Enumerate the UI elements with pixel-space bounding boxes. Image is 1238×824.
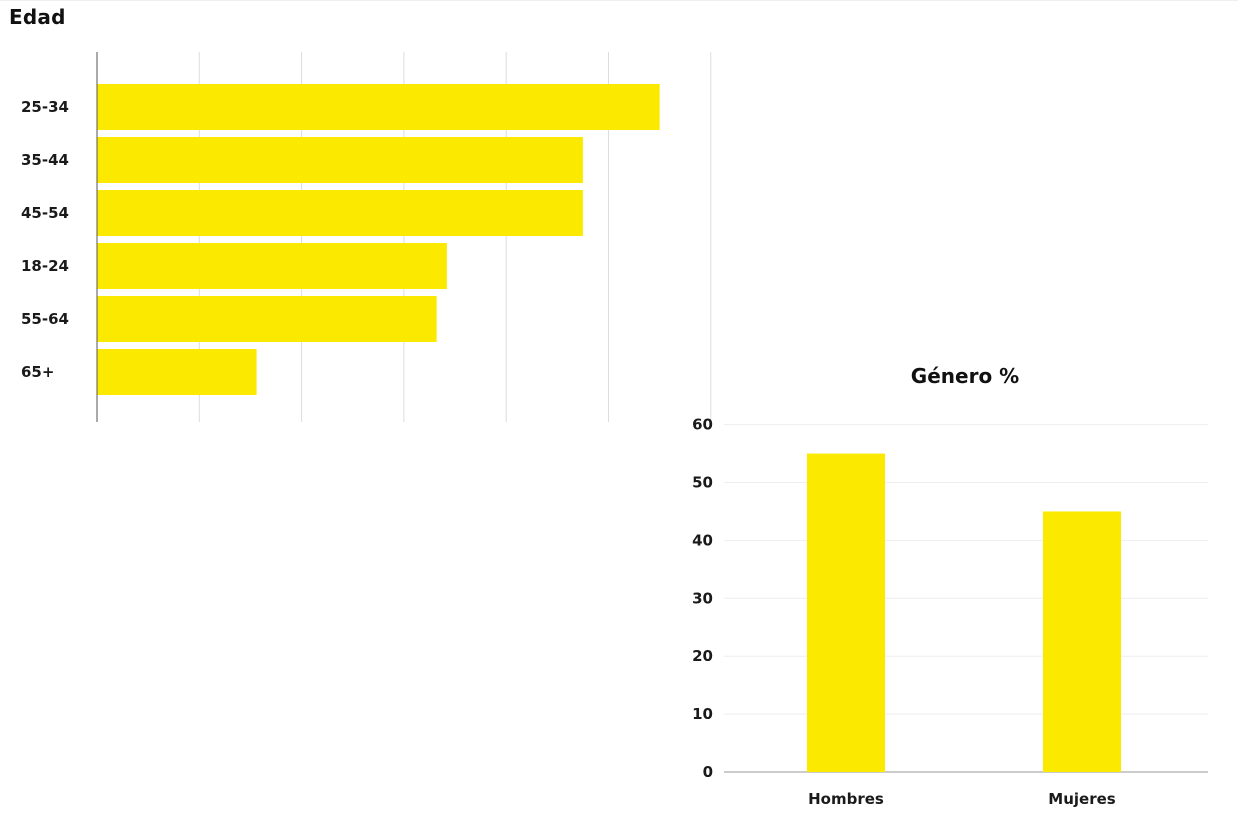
top-divider — [0, 0, 1238, 1]
gender-bar — [807, 453, 885, 772]
age-category-label: 35-44 — [21, 151, 69, 169]
age-bar — [97, 190, 583, 236]
gender-y-tick-label: 60 — [692, 416, 713, 434]
gender-y-tick-label: 40 — [692, 531, 713, 549]
gender-bar — [1043, 511, 1121, 772]
gender-y-tick-label: 20 — [692, 647, 713, 665]
gender-category-label: Hombres — [808, 790, 884, 808]
age-bar — [97, 84, 660, 130]
age-bar — [97, 349, 257, 395]
age-bar — [97, 296, 437, 342]
gender-y-tick-label: 10 — [692, 705, 713, 723]
age-category-label: 25-34 — [21, 98, 69, 116]
age-chart-title: Edad — [9, 5, 66, 29]
age-category-label: 45-54 — [21, 204, 69, 222]
gender-y-tick-label: 50 — [692, 474, 713, 492]
age-category-label: 55-64 — [21, 310, 69, 328]
age-category-label: 18-24 — [21, 257, 69, 275]
gender-y-tick-label: 0 — [703, 763, 713, 781]
age-bar — [97, 243, 447, 289]
age-bar — [97, 137, 583, 183]
gender-y-tick-label: 30 — [692, 589, 713, 607]
age-category-label: 65+ — [21, 363, 54, 381]
gender-category-label: Mujeres — [1048, 790, 1115, 808]
gender-chart-title: Género % — [910, 364, 1020, 388]
age-bar-chart: 25-34 35-44 45-54 18-24 55-64 65+ — [21, 52, 712, 422]
